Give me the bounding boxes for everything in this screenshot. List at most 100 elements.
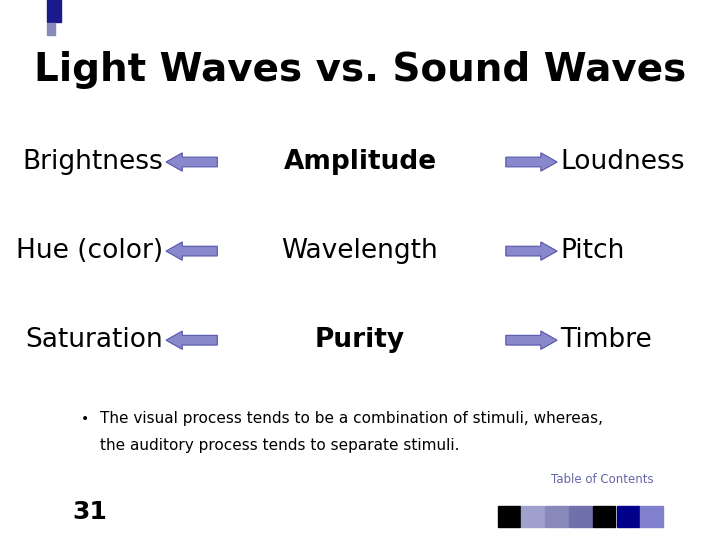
Bar bbox=[49, 0, 51, 30]
Bar bbox=[48, 0, 50, 30]
Bar bbox=[48, 0, 50, 30]
Bar bbox=[49, 0, 50, 30]
Bar bbox=[49, 0, 51, 30]
Bar bbox=[48, 0, 50, 30]
Bar bbox=[47, 0, 49, 30]
Bar bbox=[48, 0, 50, 30]
Bar bbox=[48, 0, 50, 30]
Bar bbox=[49, 0, 51, 30]
Bar bbox=[48, 0, 50, 30]
Bar bbox=[49, 0, 51, 30]
Bar bbox=[48, 0, 50, 30]
Text: 31: 31 bbox=[72, 500, 107, 524]
Bar bbox=[48, 0, 50, 30]
Bar bbox=[48, 0, 49, 30]
Bar bbox=[48, 0, 50, 30]
Bar bbox=[49, 0, 51, 30]
Bar bbox=[48, 0, 50, 30]
Bar bbox=[49, 0, 50, 30]
Bar bbox=[48, 0, 50, 30]
Bar bbox=[48, 0, 50, 30]
Bar bbox=[49, 0, 51, 30]
Bar bbox=[48, 0, 50, 30]
Bar bbox=[48, 0, 50, 30]
Bar bbox=[48, 0, 50, 30]
Bar bbox=[498, 506, 520, 526]
Text: Table of Contents: Table of Contents bbox=[552, 473, 654, 486]
Bar bbox=[48, 0, 50, 30]
Bar bbox=[48, 0, 50, 30]
Bar bbox=[48, 0, 50, 30]
Bar bbox=[48, 0, 50, 30]
Bar bbox=[49, 0, 51, 30]
Bar bbox=[48, 0, 50, 30]
Bar bbox=[48, 0, 49, 30]
Bar bbox=[49, 0, 51, 30]
Bar bbox=[48, 0, 50, 30]
Bar bbox=[48, 0, 50, 30]
Bar bbox=[49, 0, 51, 30]
Bar bbox=[49, 0, 51, 30]
Bar bbox=[49, 0, 50, 30]
Bar bbox=[49, 0, 50, 30]
Bar bbox=[49, 0, 51, 30]
Bar bbox=[48, 0, 50, 30]
Bar bbox=[48, 0, 50, 30]
Bar bbox=[48, 0, 50, 30]
Bar bbox=[48, 0, 50, 30]
Bar bbox=[48, 0, 50, 30]
Bar bbox=[48, 0, 50, 30]
Bar bbox=[49, 0, 51, 30]
Bar bbox=[49, 0, 51, 30]
Bar bbox=[49, 0, 51, 30]
Bar bbox=[49, 0, 51, 30]
Bar bbox=[48, 0, 50, 30]
Bar bbox=[48, 0, 50, 30]
Bar bbox=[49, 0, 51, 30]
Bar bbox=[49, 0, 51, 30]
Bar bbox=[48, 0, 50, 30]
Bar bbox=[48, 0, 50, 30]
Bar bbox=[48, 0, 50, 30]
Bar bbox=[48, 0, 50, 30]
Bar bbox=[48, 0, 50, 30]
Bar bbox=[49, 0, 51, 30]
Text: Timbre: Timbre bbox=[560, 327, 652, 353]
Bar bbox=[48, 0, 50, 30]
Bar bbox=[48, 0, 50, 30]
Bar bbox=[48, 0, 49, 30]
Bar bbox=[48, 0, 50, 30]
Bar bbox=[49, 0, 51, 30]
Bar bbox=[48, 0, 50, 30]
Bar bbox=[48, 0, 50, 30]
Bar bbox=[545, 506, 568, 526]
Bar bbox=[48, 0, 49, 30]
Bar bbox=[48, 0, 50, 30]
Bar bbox=[48, 0, 50, 30]
Bar bbox=[49, 0, 51, 30]
Bar bbox=[49, 0, 51, 30]
Bar bbox=[48, 0, 50, 30]
Text: Amplitude: Amplitude bbox=[284, 149, 436, 175]
Bar bbox=[49, 0, 51, 30]
Bar bbox=[48, 0, 50, 30]
Bar bbox=[48, 0, 49, 30]
Bar bbox=[48, 0, 50, 30]
Bar bbox=[48, 0, 50, 30]
Bar bbox=[48, 0, 50, 30]
Bar bbox=[48, 0, 50, 30]
Bar bbox=[49, 0, 51, 30]
Bar bbox=[48, 0, 50, 30]
Bar bbox=[48, 0, 50, 30]
Bar bbox=[48, 0, 50, 30]
Bar bbox=[49, 0, 51, 30]
Bar bbox=[49, 0, 51, 30]
Bar bbox=[48, 0, 50, 30]
Bar bbox=[48, 0, 50, 30]
Bar bbox=[48, 0, 50, 30]
Text: the auditory process tends to separate stimuli.: the auditory process tends to separate s… bbox=[100, 438, 460, 453]
FancyArrow shape bbox=[505, 242, 557, 260]
Text: Saturation: Saturation bbox=[25, 327, 163, 353]
Bar bbox=[48, 0, 50, 30]
Bar bbox=[48, 0, 50, 30]
